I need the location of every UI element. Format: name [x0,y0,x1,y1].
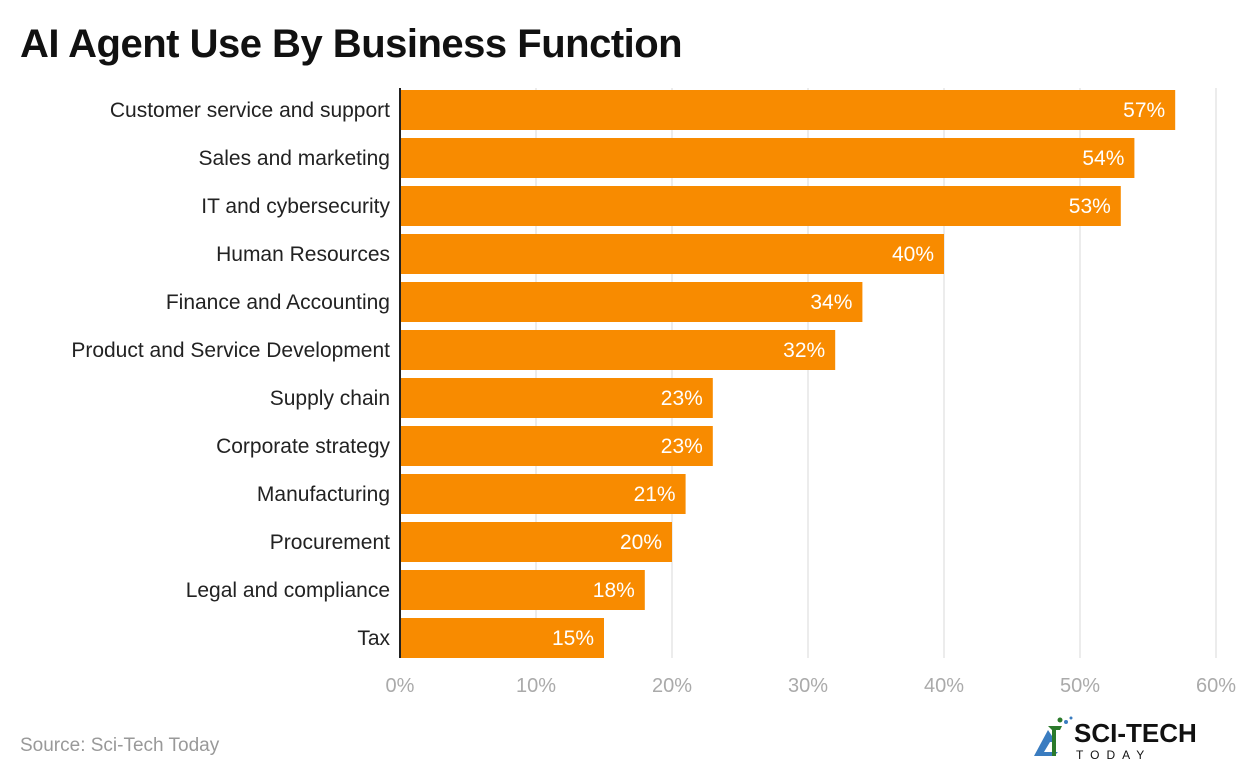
value-label: 34% [810,291,852,314]
x-tick-label: 60% [1196,675,1236,697]
category-label: Sales and marketing [199,147,390,170]
value-label: 23% [661,387,703,410]
value-label: 32% [783,339,825,362]
category-label: Supply chain [270,387,390,410]
bar [400,330,836,370]
category-label: Finance and Accounting [166,291,390,314]
x-tick-label: 50% [1060,675,1100,697]
bar [400,522,672,562]
bar [400,618,604,658]
bar [400,234,944,274]
value-label: 57% [1123,99,1165,122]
x-tick-label: 0% [386,675,415,697]
chart-title: AI Agent Use By Business Function [20,22,683,66]
bar [400,570,645,610]
category-label: IT and cybersecurity [201,195,390,218]
bar [400,282,863,322]
source-note: Source: Sci-Tech Today [20,735,220,756]
value-label: 20% [620,531,662,554]
value-label: 21% [634,483,676,506]
value-label: 18% [593,579,635,602]
sci-tech-today-logo: SCI-TECH TODAY [1034,716,1197,762]
value-label: 54% [1082,147,1124,170]
bar [400,138,1135,178]
value-label: 53% [1069,195,1111,218]
category-label: Procurement [270,531,390,554]
bar [400,186,1121,226]
category-label: Legal and compliance [186,579,390,602]
x-tick-label: 40% [924,675,964,697]
category-label: Product and Service Development [71,339,390,362]
x-tick-label: 30% [788,675,828,697]
category-label: Corporate strategy [216,435,390,458]
category-label: Manufacturing [257,483,390,506]
value-label: 23% [661,435,703,458]
category-label: Human Resources [216,243,390,266]
bar [400,426,713,466]
category-label: Tax [357,627,390,650]
value-label: 15% [552,627,594,650]
svg-text:TODAY: TODAY [1076,748,1151,762]
x-tick-label: 10% [516,675,556,697]
svg-text:SCI-TECH: SCI-TECH [1074,718,1197,748]
bar [400,90,1176,130]
bar [400,474,686,514]
x-tick-label: 20% [652,675,692,697]
category-label: Customer service and support [110,99,390,122]
bar [400,378,713,418]
value-label: 40% [892,243,934,266]
